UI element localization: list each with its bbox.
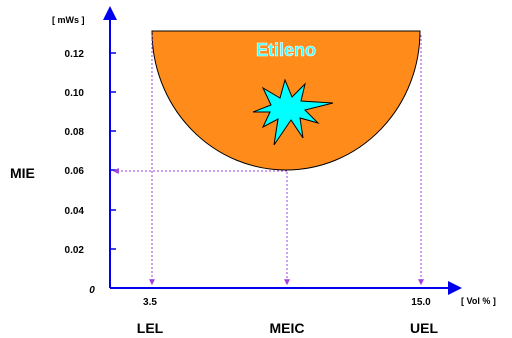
- y-tick-label: 0.04: [65, 206, 85, 217]
- meic-label: MEIC: [270, 320, 305, 336]
- y-tick-label: 0.06: [65, 166, 85, 177]
- x-tick-lel: 3.5: [143, 297, 157, 308]
- y-tick-label: 0.02: [65, 245, 85, 256]
- y-tick-label: 0.12: [65, 49, 85, 60]
- y-axis-name: MIE: [10, 165, 35, 181]
- x-tick-uel: 15.0: [411, 297, 431, 308]
- region-name: Etileno: [256, 40, 316, 60]
- origin-label: 0: [89, 285, 95, 296]
- y-tick-label: 0.08: [65, 127, 85, 138]
- lel-label: LEL: [137, 320, 164, 336]
- uel-label: UEL: [410, 320, 438, 336]
- y-axis-unit: [ mWs ]: [52, 15, 85, 25]
- explosion-spark-icon: [252, 78, 334, 146]
- x-axis-unit: [ Vol % ]: [461, 296, 496, 306]
- y-tick-label: 0.10: [65, 88, 85, 99]
- guide-lines: [112, 35, 424, 286]
